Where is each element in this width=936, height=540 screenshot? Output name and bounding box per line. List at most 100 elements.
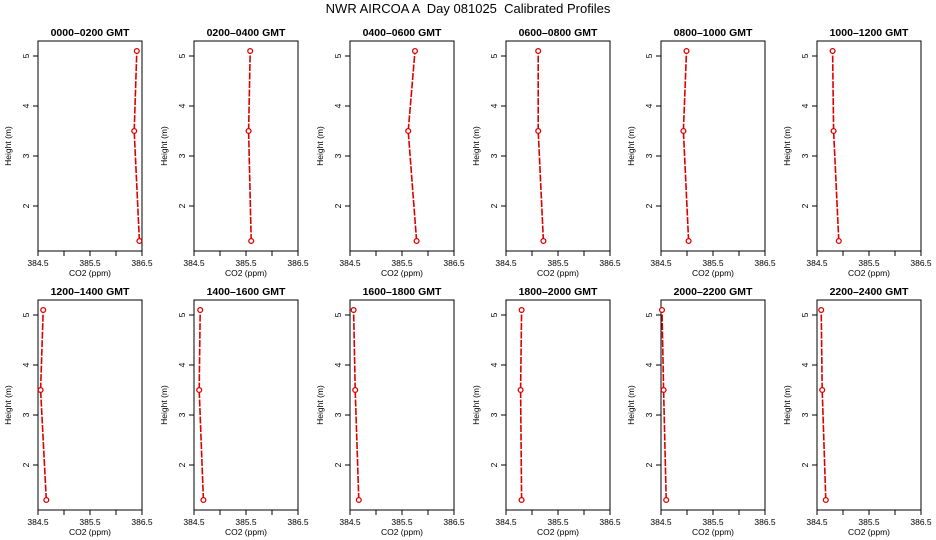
y-tick-label: 5 bbox=[21, 53, 31, 58]
y-tick-label: 3 bbox=[800, 412, 810, 417]
chart-panel: 0800–1000 GMT 384.5 385.5 386.5 2 3 4 5 CO2 (ppm… bbox=[626, 27, 776, 278]
y-tick-label: 3 bbox=[489, 412, 499, 417]
x-axis-label: CO2 (ppm) bbox=[381, 268, 423, 278]
profile-point bbox=[822, 496, 829, 504]
profile-line bbox=[682, 50, 690, 242]
x-axis-label: CO2 (ppm) bbox=[692, 268, 734, 278]
plot-frame bbox=[37, 40, 143, 252]
panel-title: 1200–1400 GMT bbox=[51, 286, 130, 298]
profile-point bbox=[405, 127, 412, 135]
profile-point bbox=[196, 386, 203, 394]
y-tick-label: 2 bbox=[644, 203, 654, 208]
x-tick-label: 386.5 bbox=[443, 517, 465, 527]
profile-point bbox=[131, 127, 138, 135]
x-tick-label: 384.5 bbox=[806, 517, 828, 527]
chart-panel: 0400–0600 GMT 384.5 385.5 386.5 2 3 4 5 CO2 (ppm… bbox=[315, 27, 465, 278]
y-tick-label: 4 bbox=[21, 362, 31, 367]
profile-line bbox=[831, 50, 840, 242]
panel-title: 1400–1600 GMT bbox=[207, 286, 286, 298]
panel-title: 0200–0400 GMT bbox=[207, 27, 286, 39]
x-tick-label: 384.5 bbox=[27, 258, 49, 268]
profile-point bbox=[247, 47, 254, 55]
profile-point bbox=[355, 496, 362, 504]
x-tick-label: 385.5 bbox=[547, 517, 569, 527]
plot-frame bbox=[349, 40, 455, 252]
y-tick-label: 5 bbox=[800, 53, 810, 58]
chart-panel: 0600–0800 GMT 384.5 385.5 386.5 2 3 4 5 CO2 (ppm… bbox=[471, 27, 621, 278]
y-tick-label: 3 bbox=[644, 153, 654, 158]
profile-point bbox=[680, 127, 687, 135]
x-tick-label: 386.5 bbox=[754, 517, 776, 527]
y-tick-label: 3 bbox=[21, 412, 31, 417]
chart-panel: 0200–0400 GMT 384.5 385.5 386.5 2 3 4 5 CO2 (ppm… bbox=[159, 27, 309, 278]
profile-point bbox=[245, 127, 252, 135]
y-axis-label: Height (m) bbox=[626, 385, 636, 425]
y-axis-label: Height (m) bbox=[159, 385, 169, 425]
y-tick-label: 5 bbox=[177, 312, 187, 317]
y-tick-label: 4 bbox=[800, 362, 810, 367]
x-axis-label: CO2 (ppm) bbox=[69, 268, 111, 278]
x-axis-label: CO2 (ppm) bbox=[225, 527, 267, 537]
profile-point bbox=[413, 237, 420, 245]
profile-point bbox=[517, 386, 524, 394]
y-tick-label: 2 bbox=[21, 203, 31, 208]
x-tick-label: 386.5 bbox=[443, 258, 465, 268]
y-tick-label: 3 bbox=[333, 153, 343, 158]
y-tick-label: 2 bbox=[800, 462, 810, 467]
x-tick-label: 385.5 bbox=[391, 258, 413, 268]
y-tick-label: 5 bbox=[644, 53, 654, 58]
x-axis-label: CO2 (ppm) bbox=[381, 527, 423, 537]
plot-frame bbox=[193, 299, 299, 511]
profile-point bbox=[535, 127, 542, 135]
y-axis-label: Height (m) bbox=[626, 126, 636, 166]
x-axis-label: CO2 (ppm) bbox=[848, 268, 890, 278]
panel-title: 1600–1800 GMT bbox=[363, 286, 442, 298]
y-tick-label: 2 bbox=[333, 203, 343, 208]
profile-line bbox=[407, 50, 418, 242]
x-axis-label: CO2 (ppm) bbox=[537, 268, 579, 278]
profile-point bbox=[819, 386, 826, 394]
y-axis-label: Height (m) bbox=[315, 385, 325, 425]
chart-panel: 0000–0200 GMT 384.5 385.5 386.5 2 3 4 5 CO2 (ppm… bbox=[3, 27, 153, 278]
y-tick-label: 5 bbox=[489, 312, 499, 317]
chart-panel: 1200–1400 GMT 384.5 385.5 386.5 2 3 4 5 CO2 (ppm… bbox=[3, 286, 153, 537]
y-tick-label: 4 bbox=[644, 362, 654, 367]
profile-point bbox=[818, 306, 825, 314]
profile-point bbox=[540, 237, 547, 245]
y-tick-label: 5 bbox=[21, 312, 31, 317]
plot-frame bbox=[816, 299, 922, 511]
x-tick-label: 384.5 bbox=[495, 258, 517, 268]
y-tick-label: 2 bbox=[800, 203, 810, 208]
x-tick-label: 386.5 bbox=[910, 517, 932, 527]
profile-point bbox=[248, 237, 255, 245]
x-tick-label: 386.5 bbox=[754, 258, 776, 268]
x-tick-label: 385.5 bbox=[858, 517, 880, 527]
x-tick-label: 386.5 bbox=[599, 517, 621, 527]
y-tick-label: 4 bbox=[333, 362, 343, 367]
profile-point bbox=[518, 496, 525, 504]
profile-point bbox=[663, 496, 670, 504]
profile-line bbox=[661, 309, 667, 501]
y-tick-label: 2 bbox=[489, 203, 499, 208]
y-tick-label: 3 bbox=[21, 153, 31, 158]
y-tick-label: 4 bbox=[489, 103, 499, 108]
y-tick-label: 5 bbox=[333, 312, 343, 317]
chart-panel: 1000–1200 GMT 384.5 385.5 386.5 2 3 4 5 CO2 (ppm… bbox=[782, 27, 932, 278]
profile-point bbox=[685, 237, 692, 245]
panel-title: 0600–0800 GMT bbox=[519, 27, 598, 39]
chart-panel: 1800–2000 GMT 384.5 385.5 386.5 2 3 4 5 CO2 (ppm… bbox=[471, 286, 621, 537]
y-tick-label: 3 bbox=[489, 153, 499, 158]
profile-point bbox=[683, 47, 690, 55]
y-axis-label: Height (m) bbox=[159, 126, 169, 166]
x-tick-label: 385.5 bbox=[702, 258, 724, 268]
y-tick-label: 2 bbox=[177, 203, 187, 208]
panel-title: 0800–1000 GMT bbox=[674, 27, 753, 39]
y-tick-label: 3 bbox=[800, 153, 810, 158]
y-tick-label: 2 bbox=[489, 462, 499, 467]
chart-panel: 2200–2400 GMT 384.5 385.5 386.5 2 3 4 5 CO2 (ppm… bbox=[782, 286, 932, 537]
profile-line bbox=[198, 309, 205, 501]
x-axis-label: CO2 (ppm) bbox=[692, 527, 734, 537]
y-tick-label: 4 bbox=[21, 103, 31, 108]
chart-panel: 2000–2200 GMT 384.5 385.5 386.5 2 3 4 5 CO2 (ppm… bbox=[626, 286, 776, 537]
profile-point bbox=[43, 496, 50, 504]
